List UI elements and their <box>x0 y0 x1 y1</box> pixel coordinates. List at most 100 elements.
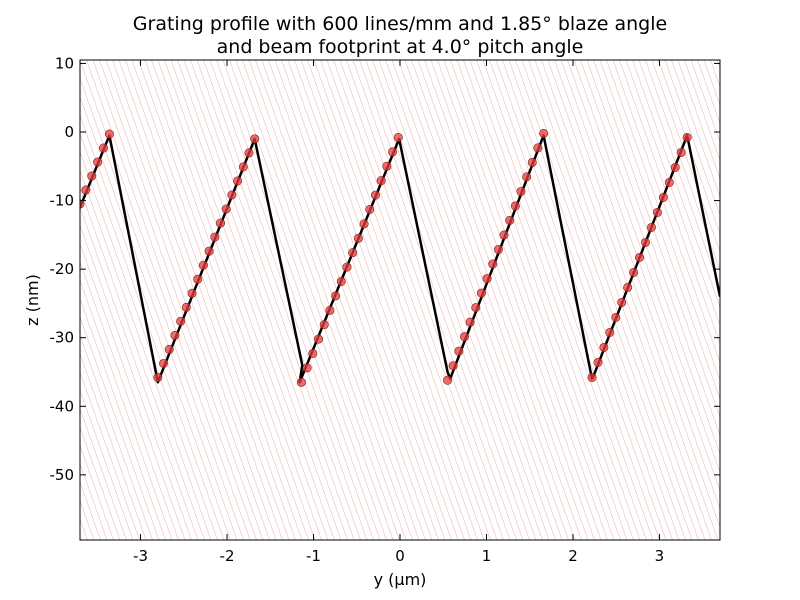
beam-ray <box>489 60 660 540</box>
beam-ray <box>170 60 342 540</box>
marker-point <box>104 129 114 139</box>
beam-ray <box>502 60 673 540</box>
beam-ray <box>80 389 134 540</box>
beam-ray <box>99 60 270 540</box>
beam-ray <box>495 60 667 540</box>
beam-ray <box>80 77 244 540</box>
marker-point <box>646 222 656 232</box>
marker-point <box>676 147 686 157</box>
beam-ray <box>671 60 720 198</box>
beam-ray <box>235 60 407 540</box>
beam-ray <box>710 60 720 88</box>
marker-point <box>164 344 174 354</box>
beam-ray <box>463 60 634 540</box>
beam-ray <box>125 60 296 540</box>
beam-ray <box>131 60 303 540</box>
marker-point <box>170 330 180 340</box>
beam-ray <box>274 60 446 540</box>
marker-point <box>336 276 346 286</box>
beam-ray <box>372 60 543 540</box>
beam-ray <box>80 444 114 540</box>
beam-ray <box>359 60 530 540</box>
beam-ray <box>339 60 511 540</box>
beam-ray <box>300 60 472 540</box>
marker-point <box>664 177 674 187</box>
marker-point <box>81 185 91 195</box>
x-tick-label: 0 <box>395 547 405 565</box>
marker-point <box>510 201 520 211</box>
beam-ray <box>651 60 720 253</box>
marker-point <box>99 143 109 153</box>
beam-ray <box>437 60 608 540</box>
marker-point <box>682 132 692 142</box>
beam-ray <box>0 60 3 540</box>
y-axis-ticks: 10 0 -10 -20 -30 -40 -50 <box>50 54 720 484</box>
beam-ray <box>763 60 800 540</box>
y-tick-label: -40 <box>50 397 75 415</box>
marker-point <box>348 248 358 258</box>
x-axis-ticks: -3 -2 -1 0 1 2 3 <box>133 60 664 565</box>
beam-ray <box>411 60 582 540</box>
marker-point <box>629 267 639 277</box>
marker-point <box>460 332 470 342</box>
beam-ray <box>593 60 720 419</box>
marker-point <box>325 305 335 315</box>
marker-point <box>87 171 97 181</box>
beam-ray <box>80 279 173 540</box>
beam-ray <box>144 60 316 540</box>
beam-ray <box>80 114 231 540</box>
beam-ray <box>151 60 322 540</box>
beam-ray <box>612 60 720 364</box>
marker-point <box>216 218 226 228</box>
marker-point <box>227 190 237 200</box>
x-tick-label: 2 <box>568 547 578 565</box>
profile-line <box>80 134 720 384</box>
marker-point <box>296 377 306 387</box>
beam-ray <box>216 60 387 540</box>
beam-ray <box>86 60 257 540</box>
marker-point <box>302 363 312 373</box>
beam-ray <box>469 60 641 540</box>
marker-point <box>159 358 169 368</box>
beam-ray <box>750 60 800 540</box>
beam-ray <box>482 60 654 540</box>
beam-ray <box>281 60 452 540</box>
marker-point <box>465 317 475 327</box>
y-tick-label: 10 <box>55 54 74 72</box>
beam-ray <box>80 407 127 540</box>
beam-ray <box>80 260 179 540</box>
beam-ray <box>782 60 800 540</box>
marker-point <box>331 291 341 301</box>
marker-point <box>454 346 464 356</box>
beam-ray <box>769 60 800 540</box>
beam-rays <box>0 60 800 540</box>
y-tick-label: -30 <box>50 329 75 347</box>
y-tick-label: 0 <box>64 123 74 141</box>
beam-ray <box>268 60 439 540</box>
beam-ray <box>684 60 720 162</box>
beam-ray <box>294 60 465 540</box>
marker-point <box>482 274 492 284</box>
beam-ray <box>776 60 800 540</box>
marker-point <box>376 176 386 186</box>
marker-point <box>388 147 398 157</box>
beam-ray <box>80 242 186 540</box>
beam-ray <box>80 316 160 540</box>
beam-ray <box>209 60 381 540</box>
beam-ray <box>385 60 556 540</box>
marker-point <box>652 207 662 217</box>
beam-ray <box>554 60 720 529</box>
beam-ray <box>352 60 524 540</box>
marker-point <box>370 190 380 200</box>
marker-point <box>670 162 680 172</box>
beam-ray <box>0 60 23 540</box>
beam-ray <box>326 60 498 540</box>
beam-ray <box>222 60 394 540</box>
beam-ray <box>456 60 628 540</box>
marker-point <box>499 230 509 240</box>
beam-ray <box>567 60 720 492</box>
beam-ray <box>313 60 485 540</box>
marker-point <box>527 157 537 167</box>
